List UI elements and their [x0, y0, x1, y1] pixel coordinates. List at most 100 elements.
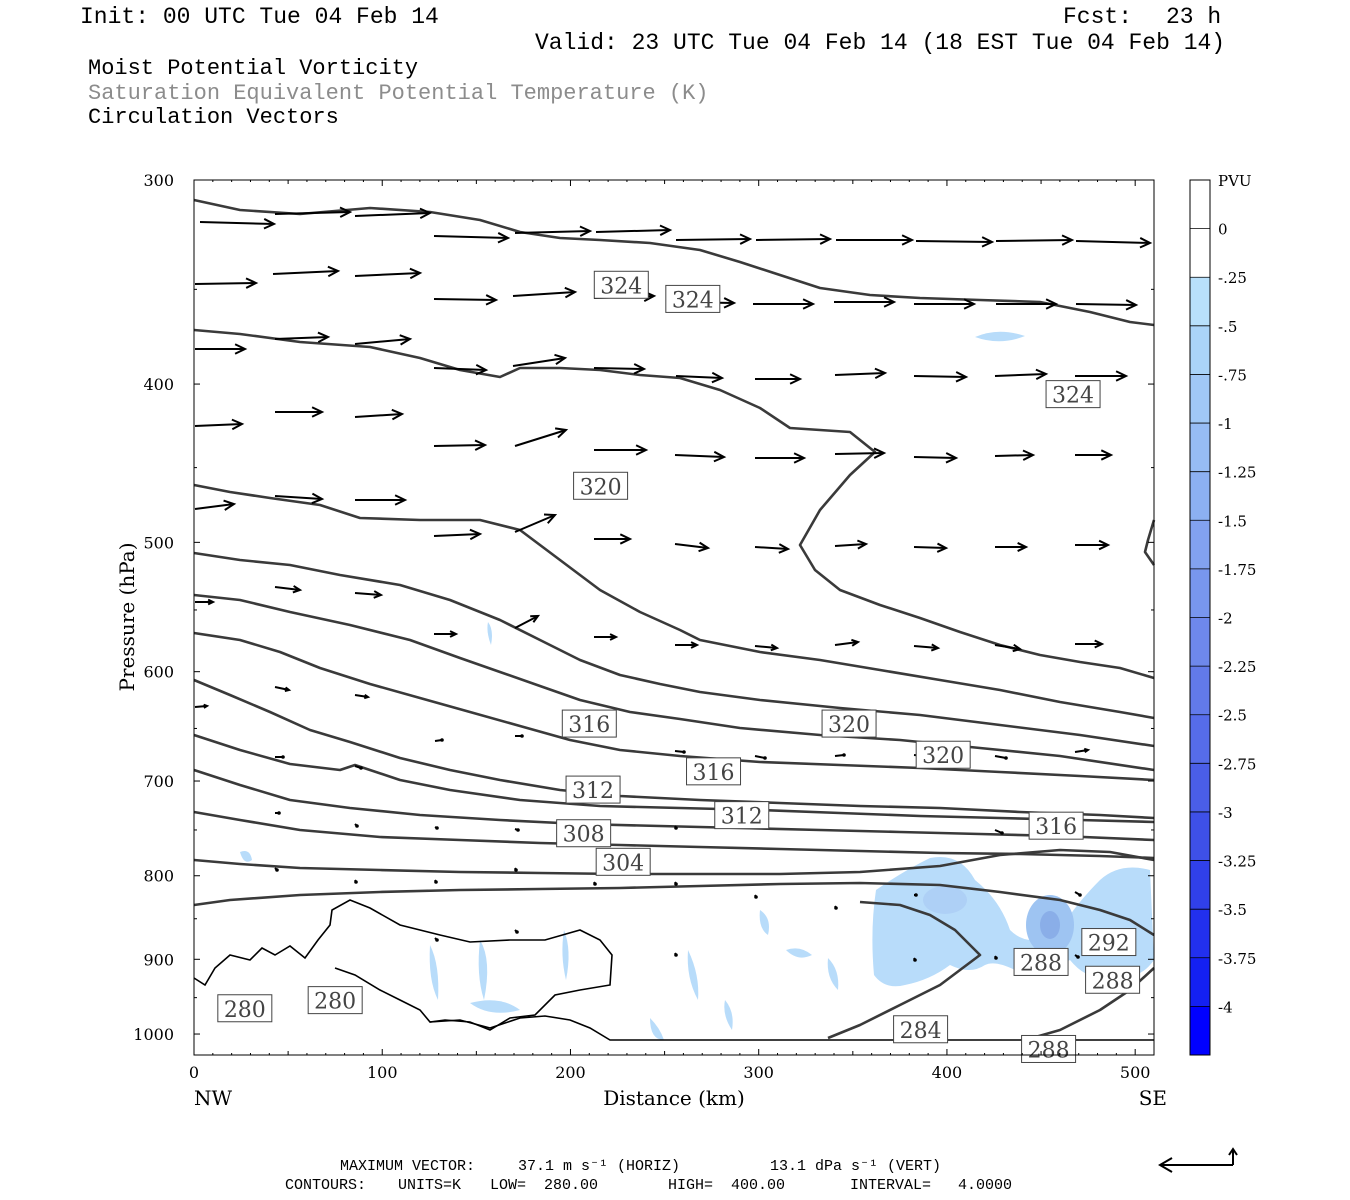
contours-units: UNITS=K — [398, 1177, 462, 1194]
pv-region — [470, 1000, 520, 1013]
wind-vector — [514, 828, 520, 832]
pv-region — [240, 851, 252, 862]
theta-es-contour — [193, 551, 1155, 748]
wind-vector — [195, 598, 216, 606]
wind-vector — [1075, 299, 1139, 311]
colorbar-cell — [1190, 763, 1210, 813]
contour-label-text: 284 — [900, 1019, 942, 1044]
wind-vector — [1075, 539, 1111, 551]
theta-es-contour — [193, 881, 1155, 937]
pv-region — [759, 910, 769, 935]
wind-vector — [674, 541, 711, 553]
wind-vector — [514, 614, 541, 629]
theta-es-contour — [1143, 519, 1156, 566]
wind-vector — [913, 957, 917, 962]
contour-label: 312 — [714, 801, 770, 830]
wind-vector — [913, 371, 969, 383]
colorbar-label: -1.75 — [1218, 561, 1256, 579]
wind-vector — [834, 367, 888, 380]
wind-vector — [995, 234, 1075, 246]
wind-vector — [994, 368, 1049, 381]
contour-label-text: 288 — [1020, 951, 1062, 976]
contour-280 — [193, 899, 613, 1031]
theta-es-contour — [193, 198, 1155, 327]
wind-vector — [434, 630, 459, 638]
colorbar-label: -4 — [1218, 998, 1233, 1016]
colorbar-label: -2.75 — [1218, 755, 1256, 773]
theta-es-contour — [193, 593, 1155, 772]
x-tick-label: 500 — [1120, 1063, 1151, 1082]
contour-label-text: 324 — [600, 274, 642, 299]
wind-vector — [354, 693, 371, 700]
colorbar-cell — [1190, 180, 1210, 230]
wind-vector — [834, 905, 838, 910]
y-tick-label: 700 — [143, 772, 174, 791]
y-tick-label: 400 — [143, 375, 174, 394]
wind-vector — [354, 879, 358, 884]
contour-label-text: 292 — [1088, 932, 1130, 957]
theta-es-contour — [193, 483, 1155, 720]
pv-region — [687, 950, 699, 1000]
wind-vector — [1075, 639, 1105, 649]
colorbar-label: -1.5 — [1218, 512, 1247, 530]
colorbar-label: -.25 — [1218, 269, 1247, 287]
wind-vector — [675, 641, 700, 649]
theta-es-contours — [193, 198, 1156, 1042]
wind-vector — [199, 218, 277, 230]
max-vector-horiz: 37.1 m s⁻¹ (HORIZ) — [518, 1158, 681, 1175]
wind-vector — [272, 265, 341, 278]
wind-vector — [274, 867, 279, 872]
theta-es-contour — [827, 900, 982, 1040]
pv-colorbar: 0 -.25 -.5 -.75 -1 -1.25 -1.5 -1.75 -2 -2.25 -2.5 -… — [1189, 179, 1256, 1056]
wind-vector — [275, 755, 285, 759]
max-vector-vert: 13.1 dPa s⁻¹ (VERT) — [770, 1158, 942, 1175]
contour-label: 280 — [217, 994, 273, 1023]
wind-vector — [753, 298, 816, 310]
colorbar-cell — [1190, 277, 1210, 327]
contour-label-text: 316 — [693, 761, 735, 786]
wind-vector — [194, 703, 210, 709]
y-tick-label: 1000 — [133, 1025, 174, 1044]
wind-vector — [995, 542, 1029, 552]
wind-vector — [913, 643, 941, 652]
theta-es-contour — [193, 768, 1155, 842]
wind-vector — [354, 267, 423, 280]
wind-vector — [595, 224, 673, 236]
colorbar-cell — [1190, 811, 1210, 862]
wind-vector — [834, 753, 846, 757]
x-tick-label: 0 — [189, 1063, 199, 1082]
theta-es-contour — [193, 678, 1155, 820]
y-axis-title: Pressure (hPa) — [115, 543, 139, 692]
wind-vector — [675, 371, 725, 384]
wind-vector — [515, 734, 524, 738]
x-tick-label: 200 — [555, 1063, 586, 1082]
wind-vector — [274, 206, 353, 218]
max-vector-label: MAXIMUM VECTOR: — [340, 1158, 476, 1175]
wind-vector — [594, 444, 649, 456]
contours-low: LOW= 280.00 — [490, 1177, 599, 1194]
wind-vector — [354, 823, 359, 828]
wind-vector — [1074, 891, 1082, 897]
colorbar-label: 0 — [1218, 221, 1228, 239]
y-tick-label: 600 — [143, 663, 174, 682]
contour-label-text: 308 — [563, 823, 605, 848]
colorbar-label: -.5 — [1218, 318, 1237, 336]
pv-core-inner — [1040, 911, 1060, 939]
wind-vector — [994, 643, 1023, 653]
contour-label: 320 — [915, 740, 971, 769]
wind-vector — [915, 236, 995, 248]
contour-label: 316 — [1028, 811, 1084, 840]
pv-region — [487, 622, 492, 645]
wind-vector — [913, 542, 949, 553]
wind-vector — [674, 750, 686, 754]
colorbar-cell — [1190, 520, 1210, 570]
y-tick-label: 900 — [143, 950, 174, 969]
wind-vector — [433, 294, 499, 306]
wind-vector — [834, 447, 887, 459]
contour-label-text: 280 — [314, 990, 356, 1015]
colorbar-label: -.75 — [1218, 366, 1247, 384]
colorbar-cell — [1190, 1006, 1210, 1056]
contour-label: 316 — [561, 709, 617, 738]
contour-label: 292 — [1081, 928, 1137, 957]
contour-label: 304 — [595, 847, 651, 876]
